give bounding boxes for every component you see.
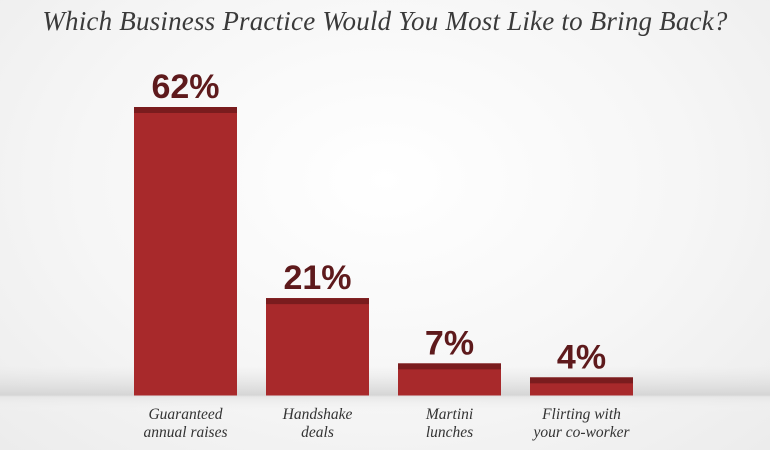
category-label-3-line-1: your co-worker <box>532 424 631 441</box>
category-label-0-line-1: annual raises <box>144 424 228 441</box>
bar-value-label-1: 21% <box>283 259 351 297</box>
bar-cap-0 <box>134 107 237 113</box>
floor-shadow-below <box>0 396 770 412</box>
bar-cap-2 <box>398 363 501 370</box>
category-label-2-line-0: Martini <box>425 406 473 423</box>
category-label-1-line-1: deals <box>301 424 334 441</box>
category-label-3-line-0: Flirting with <box>541 406 621 423</box>
bar-cap-1 <box>266 298 369 305</box>
floor-shadow <box>0 366 770 396</box>
bar-0 <box>134 107 237 396</box>
chart-title: Which Business Practice Would You Most L… <box>42 6 728 36</box>
bar-value-label-3: 4% <box>557 338 606 376</box>
category-label-2-line-1: lunches <box>426 424 473 441</box>
bar-cap-3 <box>530 377 633 384</box>
bar-value-label-2: 7% <box>425 324 474 362</box>
category-label-0-line-0: Guaranteed <box>148 406 222 423</box>
category-label-1-line-0: Handshake <box>282 406 353 423</box>
bar-1 <box>266 298 369 396</box>
bar-value-label-0: 62% <box>151 68 219 106</box>
